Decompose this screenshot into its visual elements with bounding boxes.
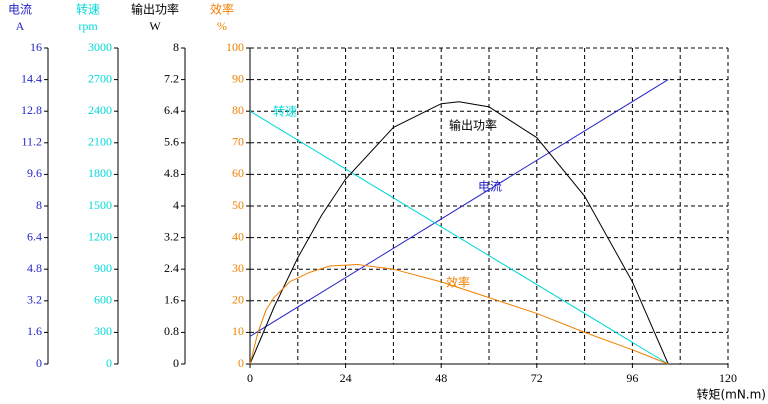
y-tick-label: 0 xyxy=(36,356,42,370)
y-tick-label: 2.4 xyxy=(164,261,179,275)
y-axis-title: 输出功率 xyxy=(131,2,179,17)
y-axis-unit: W xyxy=(149,19,161,33)
x-tick-label: 120 xyxy=(719,371,737,385)
x-tick-label: 24 xyxy=(340,371,352,385)
series-line xyxy=(249,79,669,337)
y-tick-label: 50 xyxy=(232,198,244,212)
y-tick-label: 8 xyxy=(173,40,179,54)
y-tick-label: 11.2 xyxy=(21,135,42,149)
y-tick-label: 1800 xyxy=(88,166,112,180)
series-label: 输出功率 xyxy=(449,118,497,133)
y-tick-label: 0 xyxy=(106,356,112,370)
y-tick-label: 40 xyxy=(232,229,244,243)
y-tick-label: 4.8 xyxy=(27,261,42,275)
y-tick-label: 6.4 xyxy=(164,103,179,117)
y-tick-label: 2700 xyxy=(88,71,112,85)
y-tick-label: 0 xyxy=(173,356,179,370)
x-tick-label: 96 xyxy=(626,371,638,385)
series-label: 电流 xyxy=(478,180,502,194)
y-tick-label: 0.8 xyxy=(164,324,179,338)
y-axis-unit: A xyxy=(16,19,25,33)
y-tick-label: 100 xyxy=(226,40,244,54)
y-tick-label: 300 xyxy=(94,324,112,338)
y-tick-label: 80 xyxy=(232,103,244,117)
y-tick-label: 1500 xyxy=(88,198,112,212)
y-axis-title: 转速 xyxy=(76,2,100,17)
y-axis-unit: % xyxy=(217,19,227,33)
y-tick-label: 9.6 xyxy=(27,166,42,180)
series-label: 转速 xyxy=(273,104,297,119)
y-tick-label: 70 xyxy=(232,135,244,149)
x-axis-title: 转矩(mN.m) xyxy=(696,387,766,402)
y-tick-label: 3.2 xyxy=(164,229,179,243)
y-axis-title: 电流 xyxy=(8,3,32,17)
y-tick-label: 5.6 xyxy=(164,135,179,149)
y-axis-unit: rpm xyxy=(78,19,98,33)
y-tick-label: 4 xyxy=(173,198,179,212)
x-tick-label: 48 xyxy=(435,371,447,385)
series-line xyxy=(249,263,669,365)
y-tick-label: 60 xyxy=(232,166,244,180)
x-tick-label: 0 xyxy=(247,371,253,385)
y-tick-label: 1.6 xyxy=(27,324,42,338)
series-line xyxy=(249,101,669,365)
y-tick-label: 3000 xyxy=(88,40,112,54)
y-tick-label: 30 xyxy=(232,261,244,275)
series-label: 效率 xyxy=(446,275,470,290)
y-tick-label: 6.4 xyxy=(27,229,42,243)
y-tick-label: 20 xyxy=(232,293,244,307)
y-tick-label: 2100 xyxy=(88,135,112,149)
y-tick-label: 7.2 xyxy=(164,71,179,85)
x-tick-label: 72 xyxy=(531,371,543,385)
y-tick-label: 14.4 xyxy=(21,71,42,85)
y-tick-label: 600 xyxy=(94,293,112,307)
y-tick-label: 16 xyxy=(30,40,42,54)
y-axis-title: 效率 xyxy=(210,2,234,17)
y-tick-label: 3.2 xyxy=(27,293,42,307)
y-tick-label: 1200 xyxy=(88,229,112,243)
y-tick-label: 2400 xyxy=(88,103,112,117)
y-tick-label: 10 xyxy=(232,324,244,338)
y-tick-label: 900 xyxy=(94,261,112,275)
y-tick-label: 8 xyxy=(36,198,42,212)
y-tick-label: 0 xyxy=(238,356,244,370)
series-line xyxy=(249,110,669,365)
y-tick-label: 1.6 xyxy=(164,293,179,307)
y-tick-label: 12.8 xyxy=(21,103,42,117)
y-tick-label: 90 xyxy=(232,71,244,85)
y-tick-label: 4.8 xyxy=(164,166,179,180)
